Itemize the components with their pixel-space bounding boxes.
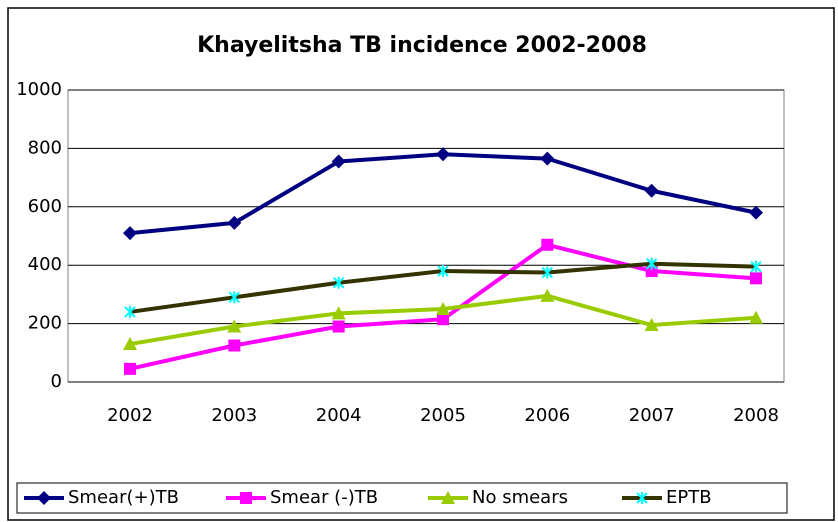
y-tick-label: 400: [28, 254, 62, 275]
data-point: [645, 257, 658, 270]
data-point: [436, 302, 450, 315]
x-tick-label: 2004: [316, 405, 362, 426]
x-tick-label: 2003: [211, 405, 257, 426]
data-point: [123, 337, 137, 351]
legend-label: EPTB: [666, 487, 712, 508]
x-tick-label: 2002: [107, 405, 153, 426]
x-tick-label: 2005: [420, 405, 466, 426]
y-tick-label: 0: [51, 371, 62, 392]
data-point: [749, 310, 763, 324]
data-point: [644, 318, 659, 332]
legend-label: Smear (-)TB: [270, 487, 378, 508]
data-point: [124, 305, 136, 318]
data-point: [332, 320, 345, 333]
chart-title: Khayelitsha TB incidence 2002-2008: [197, 33, 647, 58]
y-tick-label: 1000: [16, 79, 62, 100]
data-point: [332, 276, 345, 289]
legend-marker: [441, 491, 455, 504]
y-tick-label: 200: [28, 313, 62, 334]
data-point: [541, 238, 554, 251]
data-point: [541, 266, 554, 279]
legend-marker: [37, 491, 51, 505]
data-point: [750, 272, 762, 285]
data-point: [750, 260, 762, 273]
data-point: [436, 147, 450, 162]
y-tick-label: 800: [28, 137, 62, 158]
data-point: [331, 154, 346, 169]
data-point: [437, 313, 449, 326]
data-point: [227, 319, 242, 333]
data-point: [124, 362, 136, 375]
legend-label: No smears: [472, 487, 568, 508]
data-point: [644, 183, 659, 198]
x-tick-label: 2008: [733, 405, 779, 426]
data-point: [123, 226, 137, 241]
legend-marker: [240, 492, 252, 504]
x-tick-label: 2006: [524, 405, 570, 426]
x-tick-label: 2007: [629, 405, 675, 426]
y-tick-label: 600: [28, 196, 62, 217]
data-point: [540, 151, 555, 166]
data-point: [540, 288, 555, 302]
data-point: [228, 339, 241, 352]
legend-label: Smear(+)TB: [68, 487, 179, 508]
data-point: [437, 265, 449, 278]
data-point: [749, 205, 763, 220]
data-point: [228, 291, 241, 304]
data-point: [227, 215, 242, 230]
data-point: [331, 306, 346, 320]
legend-marker: [636, 492, 648, 504]
